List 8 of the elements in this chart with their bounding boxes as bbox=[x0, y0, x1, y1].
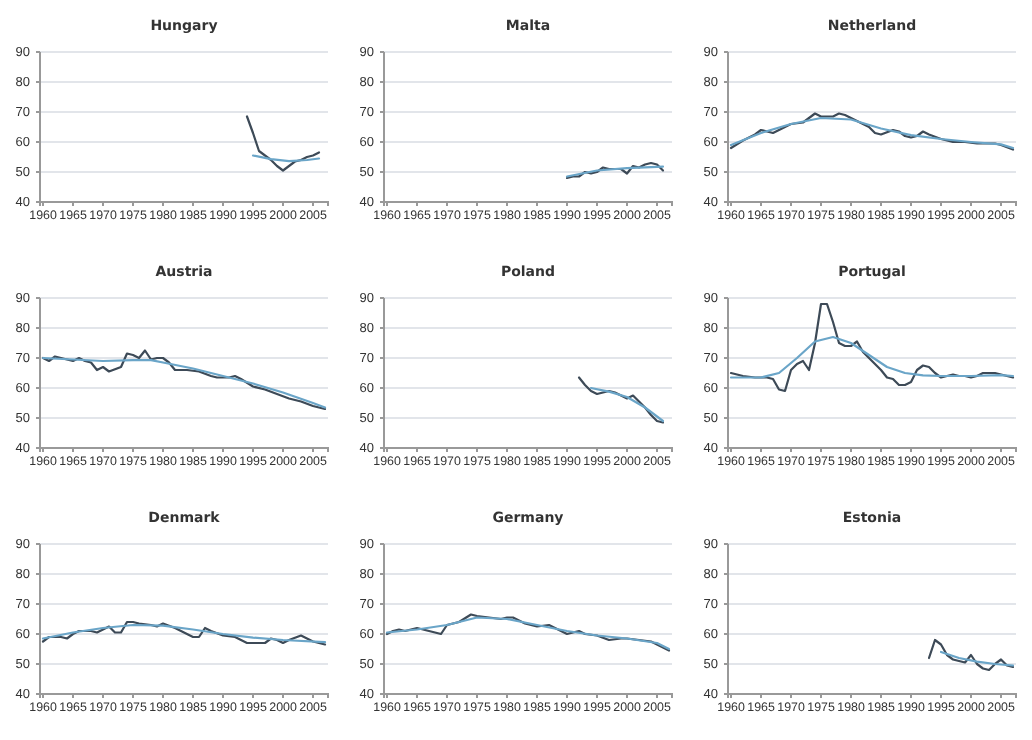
line-series bbox=[589, 386, 665, 423]
line-series bbox=[245, 115, 321, 172]
line-series bbox=[729, 335, 1015, 379]
line-series bbox=[939, 650, 1015, 667]
line-series bbox=[565, 161, 665, 180]
line-series bbox=[729, 302, 1015, 393]
line-series bbox=[927, 638, 1015, 672]
line-series bbox=[577, 376, 665, 424]
